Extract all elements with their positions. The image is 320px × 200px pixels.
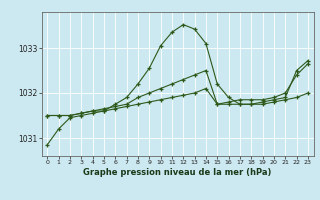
X-axis label: Graphe pression niveau de la mer (hPa): Graphe pression niveau de la mer (hPa) xyxy=(84,168,272,177)
